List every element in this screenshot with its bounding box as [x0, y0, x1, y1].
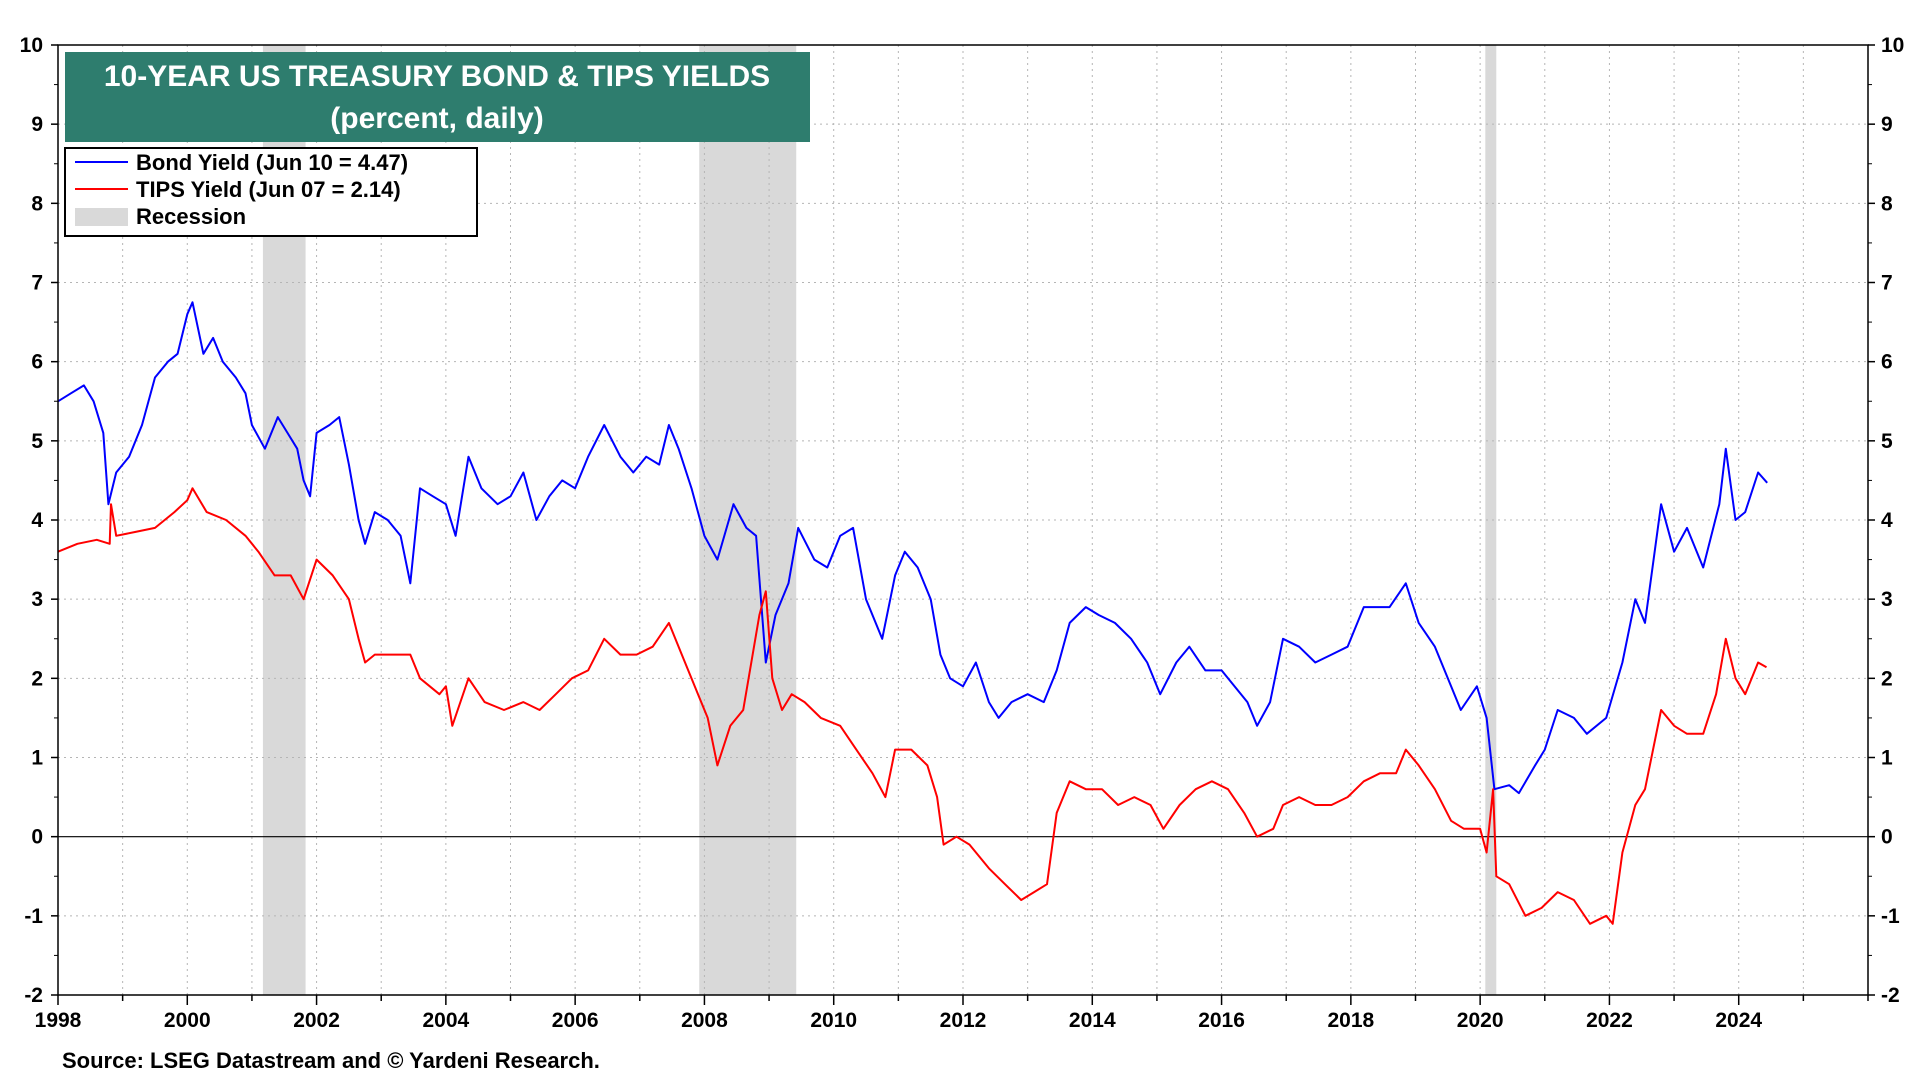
legend-frame [64, 147, 478, 237]
x-tick-label: 2018 [1327, 1009, 1374, 1032]
y-tick-label-right: 3 [1881, 588, 1893, 611]
x-tick-label: 2020 [1457, 1009, 1504, 1032]
y-tick-label-right: 9 [1881, 113, 1893, 136]
y-tick-label-right: 2 [1881, 667, 1893, 690]
y-tick-label-right: 6 [1881, 351, 1893, 374]
x-tick-label: 2014 [1069, 1009, 1116, 1032]
x-tick-label: 2004 [422, 1009, 469, 1032]
y-tick-label-left: 3 [31, 588, 43, 611]
legend-label-bond: Bond Yield (Jun 10 = 4.47) [136, 150, 408, 175]
y-tick-label-left: 8 [31, 192, 43, 215]
x-tick-label: 2010 [810, 1009, 857, 1032]
source-note: Source: LSEG Datastream and © Yardeni Re… [62, 1048, 600, 1073]
y-tick-label-left: 10 [20, 34, 43, 57]
y-tick-label-left: 4 [31, 509, 43, 532]
y-tick-label-left: -1 [24, 905, 43, 928]
title-background [65, 52, 810, 142]
x-tick-label: 2022 [1586, 1009, 1633, 1032]
x-tick-label: 2000 [164, 1009, 211, 1032]
y-tick-label-left: 1 [31, 747, 43, 770]
series-lines [57, 301, 1768, 925]
legend-label-tips: TIPS Yield (Jun 07 = 2.14) [136, 177, 401, 202]
x-tick-label: 2008 [681, 1009, 728, 1032]
y-tick-label-right: 8 [1881, 192, 1893, 215]
chart-title: 10-YEAR US TREASURY BOND & TIPS YIELDS [104, 60, 770, 93]
grid-lines [58, 45, 1868, 995]
y-tick-label-left: 0 [31, 826, 43, 849]
recession-band [1485, 45, 1497, 995]
y-tick-label-right: 1 [1881, 747, 1893, 770]
x-tick-label: 1998 [35, 1009, 82, 1032]
y-tick-label-right: 7 [1881, 272, 1893, 295]
x-tick-label: 2002 [293, 1009, 340, 1032]
y-tick-label-right: 4 [1881, 509, 1893, 532]
y-tick-label-left: 6 [31, 351, 43, 374]
axes: -2 -2 -1 -1 0 0 1 1 2 2 3 3 4 4 5 5 6 6 7 7 8 8 9 9 10 10 1998 2000… [20, 34, 1905, 1032]
y-tick-label-right: 0 [1881, 826, 1893, 849]
y-tick-label-right: -2 [1881, 984, 1900, 1007]
x-tick-label: 2006 [552, 1009, 599, 1032]
y-tick-label-left: 5 [31, 430, 43, 453]
legend-label-recession: Recession [136, 204, 246, 229]
chart-subtitle: (percent, daily) [330, 102, 543, 135]
y-tick-label-left: 9 [31, 113, 43, 136]
x-tick-label: 2016 [1198, 1009, 1245, 1032]
title-box: 10-YEAR US TREASURY BOND & TIPS YIELDS (… [65, 52, 810, 142]
bond-yield-line [57, 301, 1768, 795]
x-tick-label: 2024 [1715, 1009, 1762, 1032]
y-tick-label-right: 10 [1881, 34, 1904, 57]
y-tick-label-left: -2 [24, 984, 43, 1007]
y-tick-label-right: -1 [1881, 905, 1900, 928]
y-tick-label-left: 2 [31, 667, 43, 690]
tips-yield-line [57, 487, 1767, 925]
legend: Bond Yield (Jun 10 = 4.47) TIPS Yield (J… [64, 147, 478, 237]
x-tick-label: 2012 [940, 1009, 987, 1032]
y-tick-label-right: 5 [1881, 430, 1893, 453]
legend-swatch-recession [75, 208, 128, 226]
y-tick-label-left: 7 [31, 272, 43, 295]
